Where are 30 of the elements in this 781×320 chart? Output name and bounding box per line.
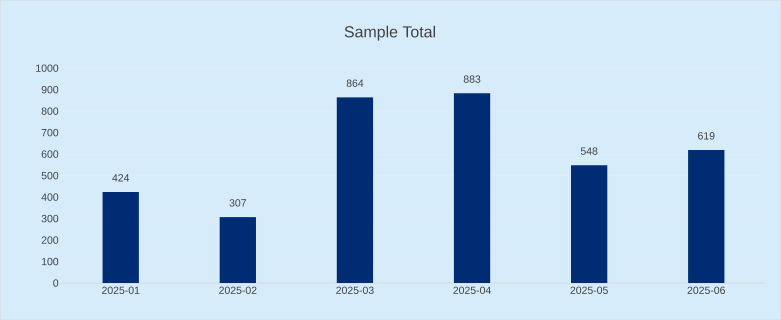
x-tick-label: 2025-02 bbox=[219, 286, 256, 294]
bar bbox=[454, 93, 490, 283]
y-tick-label: 800 bbox=[42, 107, 58, 115]
y-tick-label: 400 bbox=[41, 193, 58, 201]
data-label: 307 bbox=[230, 199, 246, 206]
x-tick-label: 2025-03 bbox=[336, 286, 374, 294]
bar bbox=[102, 192, 139, 283]
y-tick-label: 100 bbox=[42, 258, 58, 266]
y-tick-label: 900 bbox=[42, 86, 58, 94]
y-tick-label: 0 bbox=[53, 279, 58, 287]
bar bbox=[688, 150, 724, 283]
data-label: 424 bbox=[112, 174, 130, 182]
data-label: 883 bbox=[464, 75, 480, 83]
y-tick-label: 700 bbox=[42, 128, 58, 136]
y-tick-label: 500 bbox=[42, 172, 58, 180]
bar bbox=[220, 216, 256, 283]
data-label: 864 bbox=[346, 79, 364, 87]
data-label: 619 bbox=[698, 132, 714, 140]
bar bbox=[571, 165, 608, 283]
x-tick-label: 2025-05 bbox=[570, 286, 608, 294]
x-tick-label: 2025-04 bbox=[453, 286, 491, 294]
y-tick-label: 600 bbox=[42, 150, 58, 158]
x-tick-label: 2025-06 bbox=[688, 286, 725, 294]
y-tick-label: 300 bbox=[42, 214, 58, 222]
y-tick-label: 200 bbox=[42, 236, 58, 244]
data-label: 548 bbox=[580, 147, 598, 155]
chart-title: Sample Total bbox=[344, 26, 435, 40]
bar bbox=[336, 97, 374, 283]
y-tick-label: 1000 bbox=[36, 64, 58, 72]
x-tick-label: 2025-01 bbox=[102, 286, 140, 294]
